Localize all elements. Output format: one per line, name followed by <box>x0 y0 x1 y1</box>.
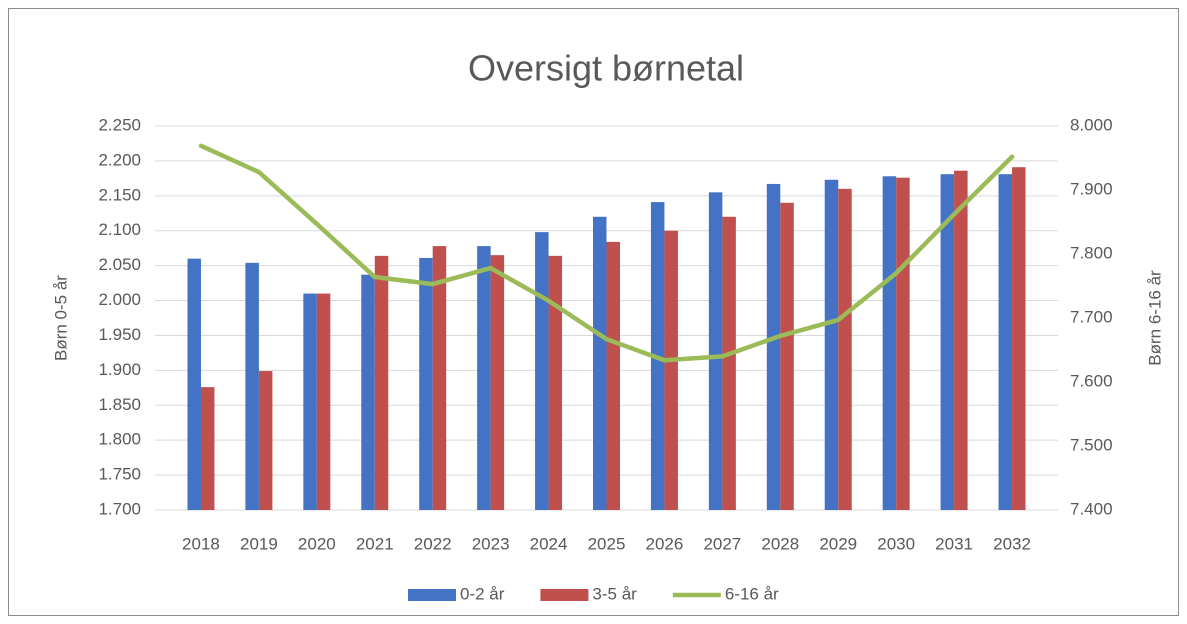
bar <box>490 255 505 510</box>
x-tick-label: 2022 <box>414 534 452 553</box>
y-tick-label: 2.150 <box>98 185 141 204</box>
bar <box>477 246 491 510</box>
bar <box>780 202 794 511</box>
bar <box>316 293 331 510</box>
y-tick-label: 2.100 <box>98 220 141 239</box>
bar <box>1012 167 1026 510</box>
y2-axis-label: Børn 6-16 år <box>1145 270 1164 366</box>
y2-tick-label: 7.500 <box>1070 435 1113 454</box>
bar <box>187 258 201 510</box>
legend-label: 3-5 år <box>592 584 637 603</box>
bar <box>200 387 215 510</box>
bar <box>361 274 375 510</box>
x-tick-label: 2018 <box>182 534 220 553</box>
x-tick-label: 2019 <box>240 534 278 553</box>
bar <box>954 170 968 510</box>
legend-label: 0-2 år <box>460 584 505 603</box>
x-tick-label: 2026 <box>646 534 684 553</box>
y2-tick-label: 7.900 <box>1070 179 1113 198</box>
y-tick-label: 2.000 <box>98 290 141 309</box>
y2-tick-label: 7.700 <box>1070 307 1113 326</box>
bar <box>535 232 549 510</box>
bar <box>722 216 736 510</box>
bar <box>258 371 273 510</box>
bar <box>593 216 607 510</box>
x-tick-label: 2028 <box>761 534 799 553</box>
x-tick-label: 2020 <box>298 534 336 553</box>
bar <box>824 179 839 510</box>
bar <box>374 255 389 510</box>
y2-tick-label: 7.800 <box>1070 243 1113 262</box>
bar <box>838 188 852 510</box>
y-tick-label: 1.850 <box>98 395 141 414</box>
x-tick-label: 2025 <box>588 534 626 553</box>
bar <box>766 183 781 510</box>
bar <box>998 174 1013 510</box>
y-tick-label: 1.900 <box>98 360 141 379</box>
bar <box>303 293 317 510</box>
bar <box>606 241 620 510</box>
chart-title: Oversigt børnetal <box>468 48 744 89</box>
y-tick-label: 2.200 <box>98 150 141 169</box>
line <box>198 143 1015 363</box>
bar <box>940 174 955 510</box>
bar <box>896 177 910 510</box>
x-tick-label: 2032 <box>993 534 1031 553</box>
bar <box>664 230 678 510</box>
bar <box>432 246 447 510</box>
x-tick-label: 2029 <box>819 534 857 553</box>
y2-tick-label: 7.600 <box>1070 371 1113 390</box>
y-tick-label: 1.950 <box>98 325 141 344</box>
x-tick-label: 2021 <box>356 534 394 553</box>
x-tick-label: 2031 <box>935 534 973 553</box>
legend-swatch <box>408 589 456 601</box>
y-tick-label: 1.700 <box>98 499 141 518</box>
x-tick-label: 2030 <box>877 534 915 553</box>
y-tick-label: 1.800 <box>98 430 141 449</box>
y2-tick-label: 8.000 <box>1070 115 1113 134</box>
legend-swatch <box>540 589 589 601</box>
bar <box>245 262 259 510</box>
bar <box>882 176 897 510</box>
y-tick-label: 2.250 <box>98 115 141 134</box>
bar <box>419 257 433 510</box>
x-tick-label: 2024 <box>530 534 568 553</box>
y-tick-label: 2.050 <box>98 255 141 274</box>
bar <box>548 255 563 510</box>
y-axis-label: Børn 0-5 år <box>51 275 70 361</box>
y-tick-label: 1.750 <box>98 465 141 484</box>
y2-tick-label: 7.400 <box>1070 499 1113 518</box>
legend-label: 6-16 år <box>725 584 779 603</box>
bar <box>708 192 723 510</box>
x-tick-label: 2023 <box>472 534 510 553</box>
x-tick-label: 2027 <box>703 534 741 553</box>
